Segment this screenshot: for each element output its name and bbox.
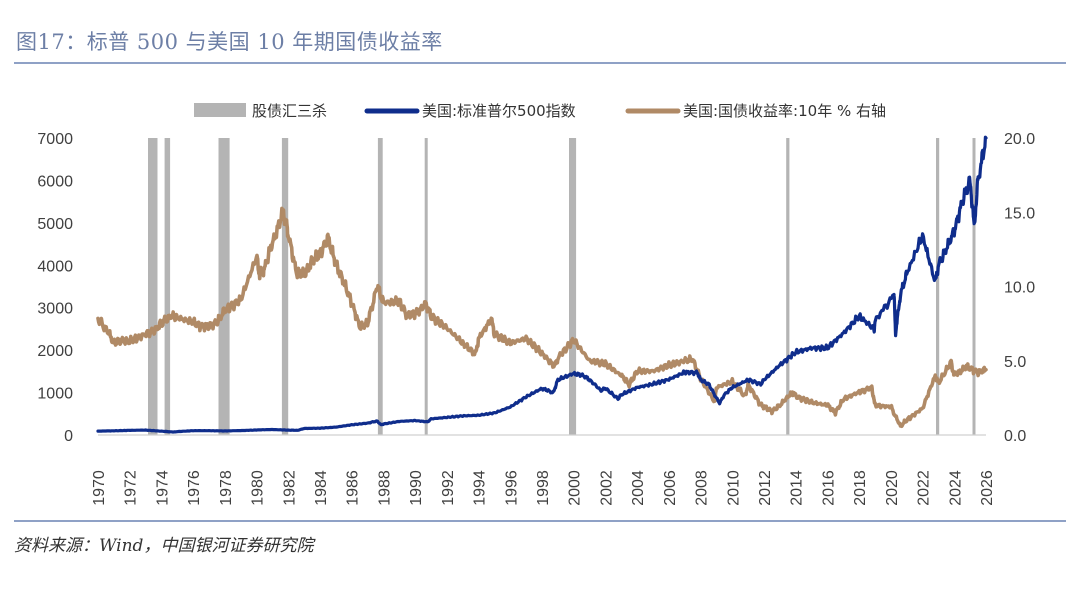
x-tick-1970: 1970 bbox=[91, 470, 108, 506]
y-left-tick-5000: 5000 bbox=[37, 216, 73, 233]
legend-label-sp500: 美国:标准普尔500指数 bbox=[422, 102, 576, 120]
y-left-tick-1000: 1000 bbox=[37, 386, 73, 403]
source-divider bbox=[14, 520, 1066, 522]
x-tick-1980: 1980 bbox=[250, 470, 267, 506]
x-tick-1992: 1992 bbox=[440, 470, 457, 506]
title-divider bbox=[14, 62, 1066, 64]
y-left-tick-3000: 3000 bbox=[37, 301, 73, 318]
treasury-yield-line bbox=[96, 206, 988, 429]
x-tick-1978: 1978 bbox=[218, 470, 235, 506]
triple-kill-bar-2 bbox=[218, 138, 230, 435]
legend-label-triple-kill: 股债汇三杀 bbox=[252, 102, 327, 120]
x-tick-1972: 1972 bbox=[123, 470, 140, 506]
sp500-line bbox=[96, 135, 988, 434]
y-left-tick-4000: 4000 bbox=[37, 258, 73, 275]
x-tick-1974: 1974 bbox=[154, 470, 171, 506]
triple-kill-bar-1 bbox=[164, 138, 171, 435]
y-right-tick-10.0: 10.0 bbox=[1004, 280, 1035, 297]
x-tick-2012: 2012 bbox=[757, 470, 774, 506]
y-right-tick-0.0: 0.0 bbox=[1004, 428, 1026, 445]
x-tick-1976: 1976 bbox=[186, 470, 203, 506]
triple-kill-bar-8 bbox=[936, 138, 940, 435]
figure-title: 图17：标普 500 与美国 10 年期国债收益率 bbox=[16, 30, 443, 54]
y-right-tick-15.0: 15.0 bbox=[1004, 205, 1035, 222]
x-tick-2002: 2002 bbox=[598, 470, 615, 506]
x-tick-2010: 2010 bbox=[725, 470, 742, 506]
legend: 股债汇三杀 美国:标准普尔500指数 美国:国债收益率:10年 % 右轴 bbox=[194, 102, 886, 120]
y-right-tick-20.0: 20.0 bbox=[1004, 131, 1035, 148]
x-tick-1984: 1984 bbox=[313, 470, 330, 506]
y-left-tick-2000: 2000 bbox=[37, 343, 73, 360]
x-tick-2004: 2004 bbox=[630, 470, 647, 506]
legend-label-yield: 美国:国债收益率:10年 % 右轴 bbox=[683, 102, 886, 120]
x-tick-2018: 2018 bbox=[852, 470, 869, 506]
triple-kill-bar-9 bbox=[972, 138, 976, 435]
y-right-tick-5.0: 5.0 bbox=[1004, 354, 1026, 371]
x-tick-2020: 2020 bbox=[884, 470, 901, 506]
x-tick-1996: 1996 bbox=[503, 470, 520, 506]
triple-kill-bars bbox=[148, 138, 976, 435]
x-tick-2016: 2016 bbox=[820, 470, 837, 506]
x-tick-2008: 2008 bbox=[694, 470, 711, 506]
x-tick-2026: 2026 bbox=[979, 470, 996, 506]
y-left-tick-7000: 7000 bbox=[37, 131, 73, 148]
x-tick-2024: 2024 bbox=[947, 470, 964, 506]
x-tick-1998: 1998 bbox=[535, 470, 552, 506]
triple-kill-bar-0 bbox=[148, 138, 158, 435]
x-tick-1988: 1988 bbox=[376, 470, 393, 506]
x-tick-2006: 2006 bbox=[662, 470, 679, 506]
x-tick-2000: 2000 bbox=[567, 470, 584, 506]
chart: 股债汇三杀 美国:标准普尔500指数 美国:国债收益率:10年 % 右轴 0 10… bbox=[37, 102, 1035, 506]
legend-swatch-triple-kill bbox=[194, 103, 246, 117]
source-note: 资料来源：Wind，中国银河证券研究院 bbox=[14, 536, 314, 556]
y-left-tick-6000: 6000 bbox=[37, 173, 73, 190]
triple-kill-bar-7 bbox=[786, 138, 790, 435]
y-left-tick-0: 0 bbox=[64, 428, 73, 445]
x-tick-2022: 2022 bbox=[916, 470, 933, 506]
series-lines bbox=[96, 135, 988, 434]
x-tick-1994: 1994 bbox=[472, 470, 489, 506]
triple-kill-bar-6 bbox=[569, 138, 577, 435]
x-tick-1986: 1986 bbox=[345, 470, 362, 506]
triple-kill-bar-3 bbox=[281, 138, 289, 435]
x-tick-2014: 2014 bbox=[789, 470, 806, 506]
x-tick-1990: 1990 bbox=[408, 470, 425, 506]
tick-labels: 0 1000 2000 3000 4000 5000 6000 7000 0.0 5.0 10.0 1… bbox=[37, 131, 1035, 506]
x-tick-1982: 1982 bbox=[281, 470, 298, 506]
triple-kill-bar-5 bbox=[424, 138, 428, 435]
